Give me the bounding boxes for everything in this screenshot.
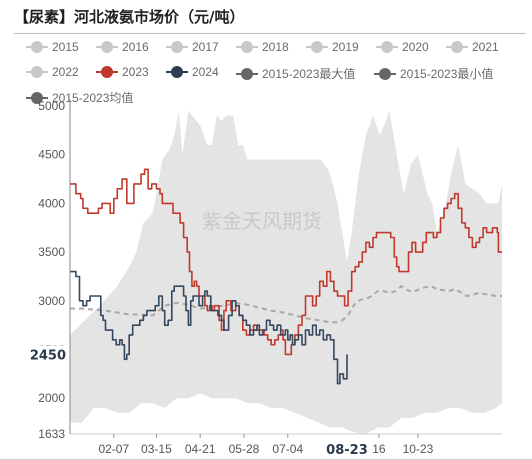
legend-label: 2015-2023最大值 bbox=[262, 67, 356, 81]
legend-marker-icon bbox=[236, 41, 258, 53]
legend-label: 2016 bbox=[122, 40, 149, 54]
series-line-2015-2023均值 bbox=[70, 285, 502, 324]
legend-item[interactable]: 2015-2023最大值 bbox=[236, 65, 355, 82]
legend-item[interactable]: 2015 bbox=[26, 40, 79, 54]
legend-item[interactable]: 2023 bbox=[96, 65, 149, 79]
legend-marker-icon bbox=[26, 91, 48, 104]
legend-marker-icon bbox=[374, 67, 396, 80]
legend-label: 2017 bbox=[192, 40, 219, 54]
legend-marker-icon bbox=[166, 66, 188, 78]
max-min-band bbox=[70, 110, 502, 435]
y-tick-label: 4000 bbox=[38, 196, 65, 210]
legend-item[interactable]: 2020 bbox=[376, 40, 429, 54]
legend-label: 2022 bbox=[52, 65, 79, 79]
y-tick-label: 2000 bbox=[38, 391, 65, 405]
legend-marker-icon bbox=[376, 41, 398, 53]
legend-label: 2018 bbox=[262, 40, 289, 54]
legend-item[interactable]: 2019 bbox=[306, 40, 359, 54]
legend-label: 2021 bbox=[472, 40, 499, 54]
legend-label: 2015 bbox=[52, 40, 79, 54]
legend-marker-icon bbox=[26, 41, 48, 53]
legend-item[interactable]: 2018 bbox=[236, 40, 289, 54]
legend-marker-icon bbox=[306, 41, 328, 53]
legend-label: 2023 bbox=[122, 65, 149, 79]
legend-label: 2015-2023最小值 bbox=[400, 67, 494, 81]
x-tick-label: 04-21 bbox=[185, 442, 216, 456]
y-tick-label: 4500 bbox=[38, 148, 65, 162]
legend-marker-icon bbox=[96, 66, 118, 78]
watermark: 紫金天风期货 bbox=[202, 209, 322, 233]
legend-item[interactable]: 2022 bbox=[26, 65, 79, 79]
x-tick-label: 05-28 bbox=[229, 442, 260, 456]
x-tick-label: 03-15 bbox=[141, 442, 172, 456]
legend-item[interactable]: 2015-2023最小值 bbox=[374, 65, 493, 82]
chart-title: 【尿素】河北液氨市场价（元/吨） bbox=[14, 8, 245, 26]
y-tick-label: 3000 bbox=[38, 294, 65, 308]
legend-item[interactable]: 2024 bbox=[166, 65, 219, 79]
legend-label: 2015-2023均值 bbox=[52, 91, 134, 105]
series-line-2024 bbox=[70, 270, 348, 385]
legend-label: 2024 bbox=[192, 65, 219, 79]
x-tick-label: 16 bbox=[372, 442, 386, 456]
legend-marker-icon bbox=[26, 66, 48, 78]
y-tick-label: 3500 bbox=[38, 245, 65, 259]
legend-marker-icon bbox=[446, 41, 468, 53]
crosshair-y-box bbox=[28, 345, 68, 364]
crosshair-x-box bbox=[321, 440, 372, 458]
x-tick-label: 02-07 bbox=[98, 442, 129, 456]
legend-item[interactable]: 2017 bbox=[166, 40, 219, 54]
title-divider bbox=[14, 33, 526, 34]
crosshair-x-label: 08-23 bbox=[326, 443, 368, 458]
series-line-2023 bbox=[70, 168, 502, 356]
legend-marker-icon bbox=[236, 67, 258, 80]
legend-label: 2020 bbox=[402, 40, 429, 54]
legend-item[interactable]: 2016 bbox=[96, 40, 149, 54]
x-tick-label: 10-23 bbox=[403, 442, 434, 456]
legend-item[interactable]: 2021 bbox=[446, 40, 499, 54]
y-min-label: 1633 bbox=[38, 427, 65, 441]
legend-label: 2019 bbox=[332, 40, 359, 54]
x-tick-label: 07-04 bbox=[272, 442, 303, 456]
legend-item[interactable]: 2015-2023均值 bbox=[26, 89, 133, 106]
crosshair-y-label: 2450 bbox=[30, 348, 66, 363]
y-tick-label: 5000 bbox=[38, 99, 65, 113]
legend-marker-icon bbox=[166, 41, 188, 53]
legend-marker-icon bbox=[96, 41, 118, 53]
